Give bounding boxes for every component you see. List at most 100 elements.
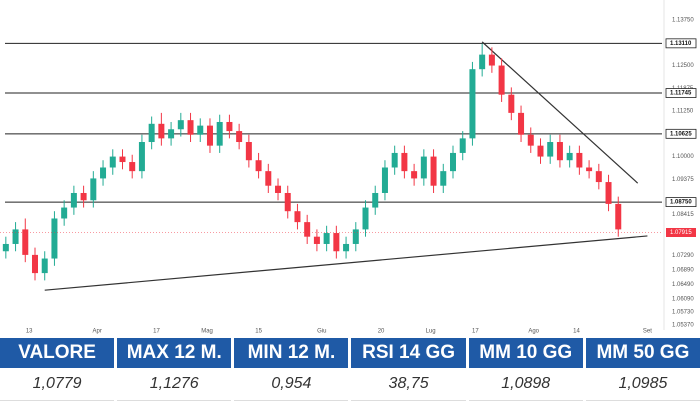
candle-body bbox=[138, 142, 145, 172]
candle-body bbox=[362, 207, 369, 230]
stats-table: VALORE MAX 12 M. MIN 12 M. RSI 14 GG MM 10 G… bbox=[0, 338, 700, 401]
candle-body bbox=[586, 167, 593, 172]
candle-body bbox=[90, 178, 97, 201]
candle-body bbox=[148, 123, 155, 143]
y-tick-label: 1.09375 bbox=[672, 177, 694, 183]
candle-body bbox=[449, 152, 456, 172]
y-tick-label: 1.07290 bbox=[672, 253, 694, 259]
candle-body bbox=[51, 218, 58, 259]
x-tick-label: 17 bbox=[153, 329, 160, 335]
candle-body bbox=[294, 211, 301, 223]
candle-body bbox=[2, 243, 9, 252]
table-value: 1,0779 bbox=[0, 368, 115, 401]
candle-body bbox=[527, 134, 534, 146]
table-value: 0,954 bbox=[234, 368, 349, 401]
level-label: 1.13110 bbox=[670, 41, 692, 47]
candle-body bbox=[469, 69, 476, 139]
candle-body bbox=[12, 229, 19, 244]
x-tick-label: Lug bbox=[426, 329, 436, 335]
candle-body bbox=[411, 171, 418, 179]
candle-body bbox=[566, 152, 573, 161]
candle-body bbox=[177, 120, 184, 130]
candle-body bbox=[343, 243, 350, 252]
x-tick-label: Apr bbox=[93, 329, 102, 335]
candle-body bbox=[518, 112, 525, 135]
y-tick-label: 1.06490 bbox=[672, 282, 694, 288]
candle-body bbox=[265, 171, 272, 186]
candle-body bbox=[605, 182, 612, 204]
candle-body bbox=[313, 236, 320, 244]
candle-body bbox=[556, 142, 563, 161]
candle-body bbox=[576, 152, 583, 168]
x-tick-label: 15 bbox=[255, 329, 262, 335]
candle-body bbox=[22, 229, 29, 255]
candle-body bbox=[109, 156, 116, 168]
x-tick-label: Ago bbox=[528, 329, 539, 335]
x-tick-label: 13 bbox=[26, 329, 33, 335]
candle-body bbox=[323, 233, 330, 244]
candle-body bbox=[333, 233, 340, 252]
candle-body bbox=[70, 192, 77, 208]
candle-body bbox=[119, 156, 126, 163]
candle-body bbox=[537, 145, 544, 157]
x-tick-label: Giu bbox=[317, 329, 326, 335]
level-tag bbox=[665, 88, 697, 98]
candle-body bbox=[420, 156, 427, 179]
candle-body bbox=[100, 167, 107, 179]
y-tick-label: 1.10000 bbox=[672, 154, 694, 160]
candle-body bbox=[381, 167, 388, 193]
x-tick-label: 17 bbox=[472, 329, 479, 335]
x-tick-label: Set bbox=[643, 329, 652, 335]
candle-body bbox=[168, 129, 175, 139]
candle-body bbox=[236, 131, 243, 143]
candle-body bbox=[479, 54, 486, 70]
candle-body bbox=[459, 138, 466, 153]
level-tag bbox=[665, 38, 697, 49]
candle-body bbox=[352, 229, 359, 244]
plot-background bbox=[0, 0, 700, 338]
candle-body bbox=[206, 125, 213, 146]
y-tick-label: 1.12500 bbox=[672, 63, 694, 69]
candle-body bbox=[129, 162, 136, 172]
candle-body bbox=[508, 94, 515, 113]
candle-body bbox=[391, 152, 398, 168]
candle-body bbox=[187, 120, 194, 135]
table-value: 1,0898 bbox=[468, 368, 583, 401]
table-header: MM 50 GG bbox=[585, 338, 700, 368]
current-price-tag bbox=[666, 227, 696, 237]
candle-body bbox=[401, 152, 408, 172]
candle-body bbox=[372, 192, 379, 208]
candle-body bbox=[41, 258, 48, 274]
candle-body bbox=[31, 254, 38, 274]
candle-body bbox=[304, 222, 311, 237]
level-label: 1.08750 bbox=[670, 200, 692, 206]
candle-body bbox=[255, 160, 262, 172]
candle-body bbox=[61, 207, 68, 219]
candle-body bbox=[216, 121, 223, 146]
y-tick-label: 1.05730 bbox=[672, 310, 694, 316]
table-header: MIN 12 M. bbox=[234, 338, 349, 368]
x-tick-label: 14 bbox=[573, 329, 580, 335]
table-header: MM 10 GG bbox=[468, 338, 583, 368]
x-tick-label: 20 bbox=[378, 329, 385, 335]
candle-body bbox=[284, 192, 291, 212]
candle-body bbox=[595, 171, 602, 183]
y-tick-label: 1.05370 bbox=[672, 323, 694, 329]
table-value: 1,0985 bbox=[585, 368, 700, 401]
candle-body bbox=[275, 185, 282, 193]
candle-body bbox=[197, 125, 204, 135]
level-tag bbox=[665, 128, 697, 139]
candle-body bbox=[440, 171, 447, 186]
candle-body bbox=[226, 121, 233, 132]
current-price-label: 1.07915 bbox=[670, 230, 692, 236]
y-tick-label: 1.08415 bbox=[672, 212, 694, 218]
table-value: 38,75 bbox=[351, 368, 466, 401]
candle-body bbox=[615, 203, 622, 230]
candle-body bbox=[498, 65, 505, 95]
level-tag bbox=[665, 197, 697, 207]
trend-line bbox=[481, 41, 639, 184]
candle-body bbox=[158, 123, 165, 139]
candle-body bbox=[547, 142, 554, 157]
candle-body bbox=[488, 54, 495, 66]
